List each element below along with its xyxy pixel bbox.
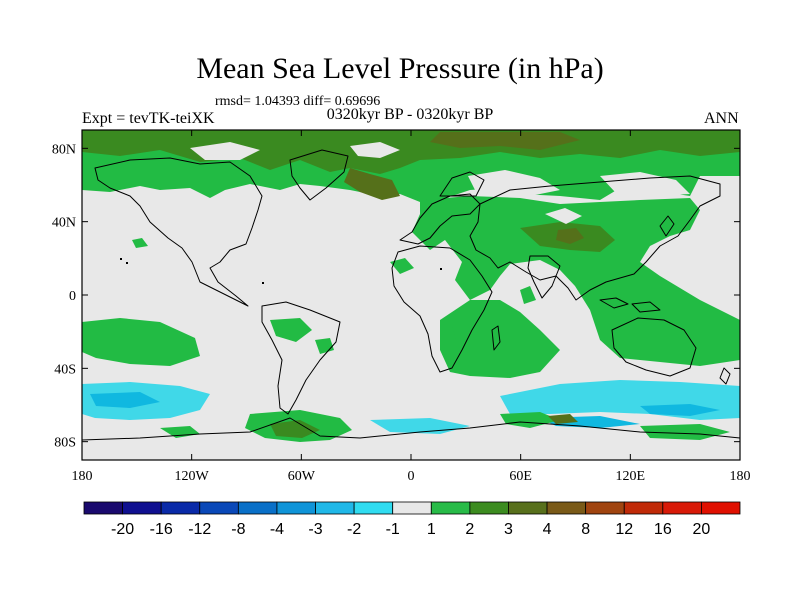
pacific-anomaly-patch [132, 238, 148, 248]
south-pacific-anomaly-region [82, 318, 200, 366]
himalaya-core-region [556, 228, 584, 244]
colorbar-swatch [546, 501, 587, 515]
lon-tick-label: 0 [408, 469, 415, 484]
africa-coastline [391, 245, 493, 373]
lon-tick-label: 120E [616, 469, 646, 484]
stats-text: rmsd= 1.04393 diff= 0.69696 [215, 94, 381, 109]
atlantic-anomaly-patch [440, 326, 456, 342]
arctic-strong-region [430, 132, 580, 150]
no-change-hole [545, 208, 582, 224]
island-speck [126, 262, 128, 264]
lon-tick-label: 180 [730, 469, 751, 484]
antarctica-coastline [82, 417, 740, 441]
colorbar-label: 4 [543, 521, 552, 538]
island-speck [120, 258, 122, 260]
colorbar-swatch [623, 501, 664, 515]
colorbar-swatch [701, 501, 741, 515]
madagascar-coastline [491, 325, 501, 351]
no-change-hole [468, 170, 560, 196]
colorbar-label: -16 [150, 521, 173, 538]
colorbar-swatch [122, 501, 162, 515]
antarctic-anomaly-region [640, 424, 730, 440]
australia-coastline [611, 317, 697, 377]
lon-tick-label: 180 [72, 469, 93, 484]
colorbar-swatch [353, 501, 394, 515]
colorbar: -20 -16 -12 -8 -4 -3 -2 -1 1 2 3 4 8 12 16 20 [83, 501, 741, 538]
colorbar-label: 16 [654, 521, 672, 538]
southern-ocean-negative-core [640, 404, 720, 416]
no-change-hole [350, 142, 400, 158]
india-coastline [527, 255, 561, 299]
period-label: 0320kyr BP - 0320kyr BP [326, 106, 494, 123]
colorbar-swatch [392, 501, 432, 515]
colorbar-swatch [315, 501, 355, 515]
southern-ocean-negative-core [90, 392, 160, 408]
japan-coastline [659, 215, 675, 237]
asia-anomaly-patch [520, 286, 536, 304]
colorbar-label: 8 [581, 521, 590, 538]
colorbar-swatch [160, 501, 201, 515]
atlantic-anomaly-patch [270, 318, 312, 342]
experiment-label: Expt = tevTK-teiXK [82, 110, 215, 127]
colorbar-label: -1 [386, 521, 400, 538]
arctic-strong-region [344, 168, 400, 200]
no-change-hole [600, 172, 690, 196]
colorbar-swatch [585, 501, 625, 515]
colorbar-swatch [508, 501, 548, 515]
pacific-anomaly-patch [390, 258, 414, 274]
map-axes: 180 120W 60W 0 60E 120E 180 80N 40N 0 40S 80S [52, 130, 751, 484]
colorbar-swatch [237, 501, 278, 515]
island-speck [440, 268, 442, 270]
colorbar-label: -12 [188, 521, 211, 538]
colorbar-swatch [469, 501, 509, 515]
small-island-marks [120, 258, 442, 284]
island-speck [262, 282, 264, 284]
no-change-hole [190, 142, 260, 160]
colorbar-swatch [199, 501, 239, 515]
lat-tick-label: 40N [52, 216, 76, 231]
coastlines [82, 149, 740, 441]
colorbar-swatch [662, 501, 702, 515]
lat-tick-label: 80S [54, 436, 76, 451]
season-label: ANN [704, 110, 739, 127]
colorbar-label: -20 [111, 521, 134, 538]
lon-tick-label: 120W [175, 469, 210, 484]
indonesia-coastline [599, 297, 661, 313]
colorbar-label: -3 [308, 521, 322, 538]
greenland-coastline [289, 149, 349, 201]
colorbar-label: -4 [270, 521, 284, 538]
plot-title: Mean Sea Level Pressure (in hPa) [196, 52, 604, 85]
lon-tick-label: 60W [288, 469, 316, 484]
south-america-coastline [261, 301, 341, 415]
asia-coastline [469, 175, 721, 301]
lat-tick-label: 40S [54, 362, 76, 377]
north-america-coastline [94, 157, 263, 307]
lat-tick-label: 80N [52, 142, 76, 157]
colorbar-label: 20 [693, 521, 711, 538]
map-panel [82, 130, 740, 460]
colorbar-label: 2 [465, 521, 474, 538]
colorbar-label: -2 [347, 521, 361, 538]
scandinavia-coastline [439, 171, 485, 197]
eurasia-anomaly-region [412, 196, 740, 366]
antarctic-strong-region [548, 414, 578, 424]
colorbar-label: 1 [427, 521, 436, 538]
colorbar-label: 12 [615, 521, 633, 538]
colorbar-swatch [83, 501, 123, 515]
colorbar-swatch [276, 501, 316, 515]
colorbar-label: 3 [504, 521, 513, 538]
lon-tick-label: 60E [509, 469, 532, 484]
lat-tick-label: 0 [69, 289, 76, 304]
colorbar-swatch [430, 501, 471, 515]
new-zealand-coastline [719, 367, 731, 385]
antarctic-anomaly-region [270, 420, 320, 438]
colorbar-label: -8 [231, 521, 245, 538]
